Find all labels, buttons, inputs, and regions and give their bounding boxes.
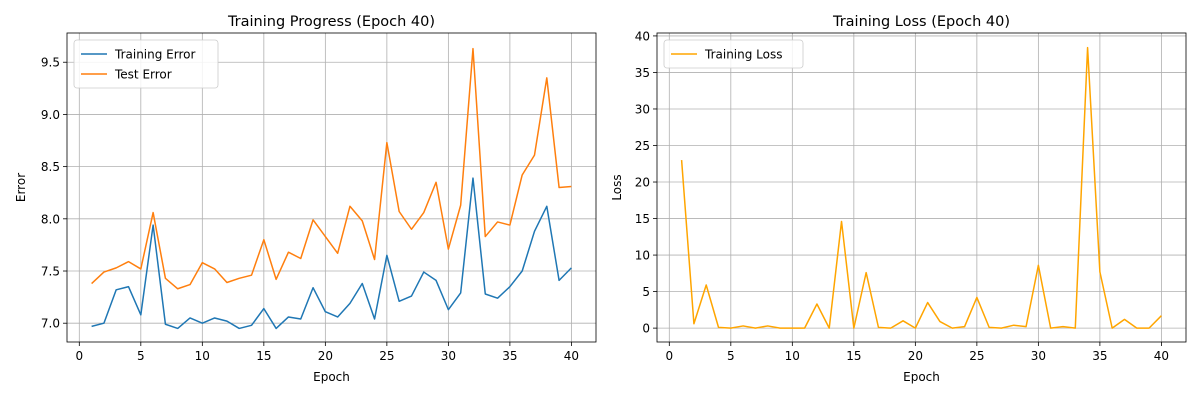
x-tick-label: 15 bbox=[256, 349, 271, 363]
x-axis-label: Epoch bbox=[903, 370, 940, 384]
legend-label: Training Loss bbox=[704, 48, 782, 62]
x-tick-label: 10 bbox=[195, 349, 210, 363]
x-tick-label: 35 bbox=[502, 349, 517, 363]
x-tick-label: 25 bbox=[379, 349, 394, 363]
y-tick-label: 20 bbox=[635, 176, 650, 190]
training-progress-chart: 0 5 10 15 20 25 30 35 40 7.0 7.5 8.0 8.5 9.0 9.5 Traini… bbox=[14, 14, 597, 384]
y-tick-label: 35 bbox=[635, 66, 650, 80]
x-tick-label: 20 bbox=[318, 349, 333, 363]
y-axis-label: Error bbox=[14, 173, 28, 202]
y-axis-label: Loss bbox=[610, 174, 624, 200]
y-tick-label: 10 bbox=[635, 249, 650, 263]
y-tick-label: 5 bbox=[642, 285, 650, 299]
x-axis-label: Epoch bbox=[313, 370, 350, 384]
y-tick-label: 8.0 bbox=[41, 212, 60, 226]
x-tick-label: 40 bbox=[564, 349, 579, 363]
x-tick-label: 0 bbox=[75, 349, 83, 363]
legend-label: Test Error bbox=[114, 68, 172, 82]
y-tick-label: 7.5 bbox=[41, 265, 60, 279]
series-line-test-error bbox=[91, 47, 572, 290]
series-line-training-loss bbox=[680, 46, 1162, 329]
y-tick-label: 9.5 bbox=[41, 56, 60, 70]
x-tick-label: 0 bbox=[665, 349, 673, 363]
x-tick-label: 30 bbox=[441, 349, 456, 363]
x-tick-label: 20 bbox=[908, 349, 923, 363]
plot-area-frame bbox=[656, 32, 1187, 343]
legend-label: Training Error bbox=[114, 48, 195, 62]
y-tick-label: 7.0 bbox=[41, 317, 60, 331]
legend-box bbox=[663, 39, 804, 69]
y-tick-label: 40 bbox=[635, 29, 650, 43]
y-tick-label: 15 bbox=[635, 212, 650, 226]
x-tick-label: 5 bbox=[727, 349, 735, 363]
plot-area-frame bbox=[66, 32, 597, 343]
chart-title: Training Progress (Epoch 40) bbox=[227, 14, 435, 30]
y-tick-label: 0 bbox=[642, 322, 650, 336]
x-tick-label: 30 bbox=[1031, 349, 1046, 363]
y-tick-label: 25 bbox=[635, 139, 650, 153]
x-tick-label: 40 bbox=[1154, 349, 1169, 363]
y-tick-label: 9.0 bbox=[41, 108, 60, 122]
x-tick-label: 35 bbox=[1092, 349, 1107, 363]
series-line-training-error bbox=[91, 177, 572, 330]
x-tick-label: 5 bbox=[137, 349, 145, 363]
y-tick-label: 8.5 bbox=[41, 160, 60, 174]
x-tick-label: 10 bbox=[785, 349, 800, 363]
x-tick-label: 15 bbox=[846, 349, 861, 363]
y-tick-label: 30 bbox=[635, 102, 650, 116]
legend-box bbox=[73, 39, 219, 89]
training-loss-chart: 0 5 10 15 20 25 30 35 40 0 5 10 15 20 25 30 35 40 Training… bbox=[610, 14, 1187, 384]
chart-title: Training Loss (Epoch 40) bbox=[832, 14, 1010, 30]
x-tick-label: 25 bbox=[969, 349, 984, 363]
